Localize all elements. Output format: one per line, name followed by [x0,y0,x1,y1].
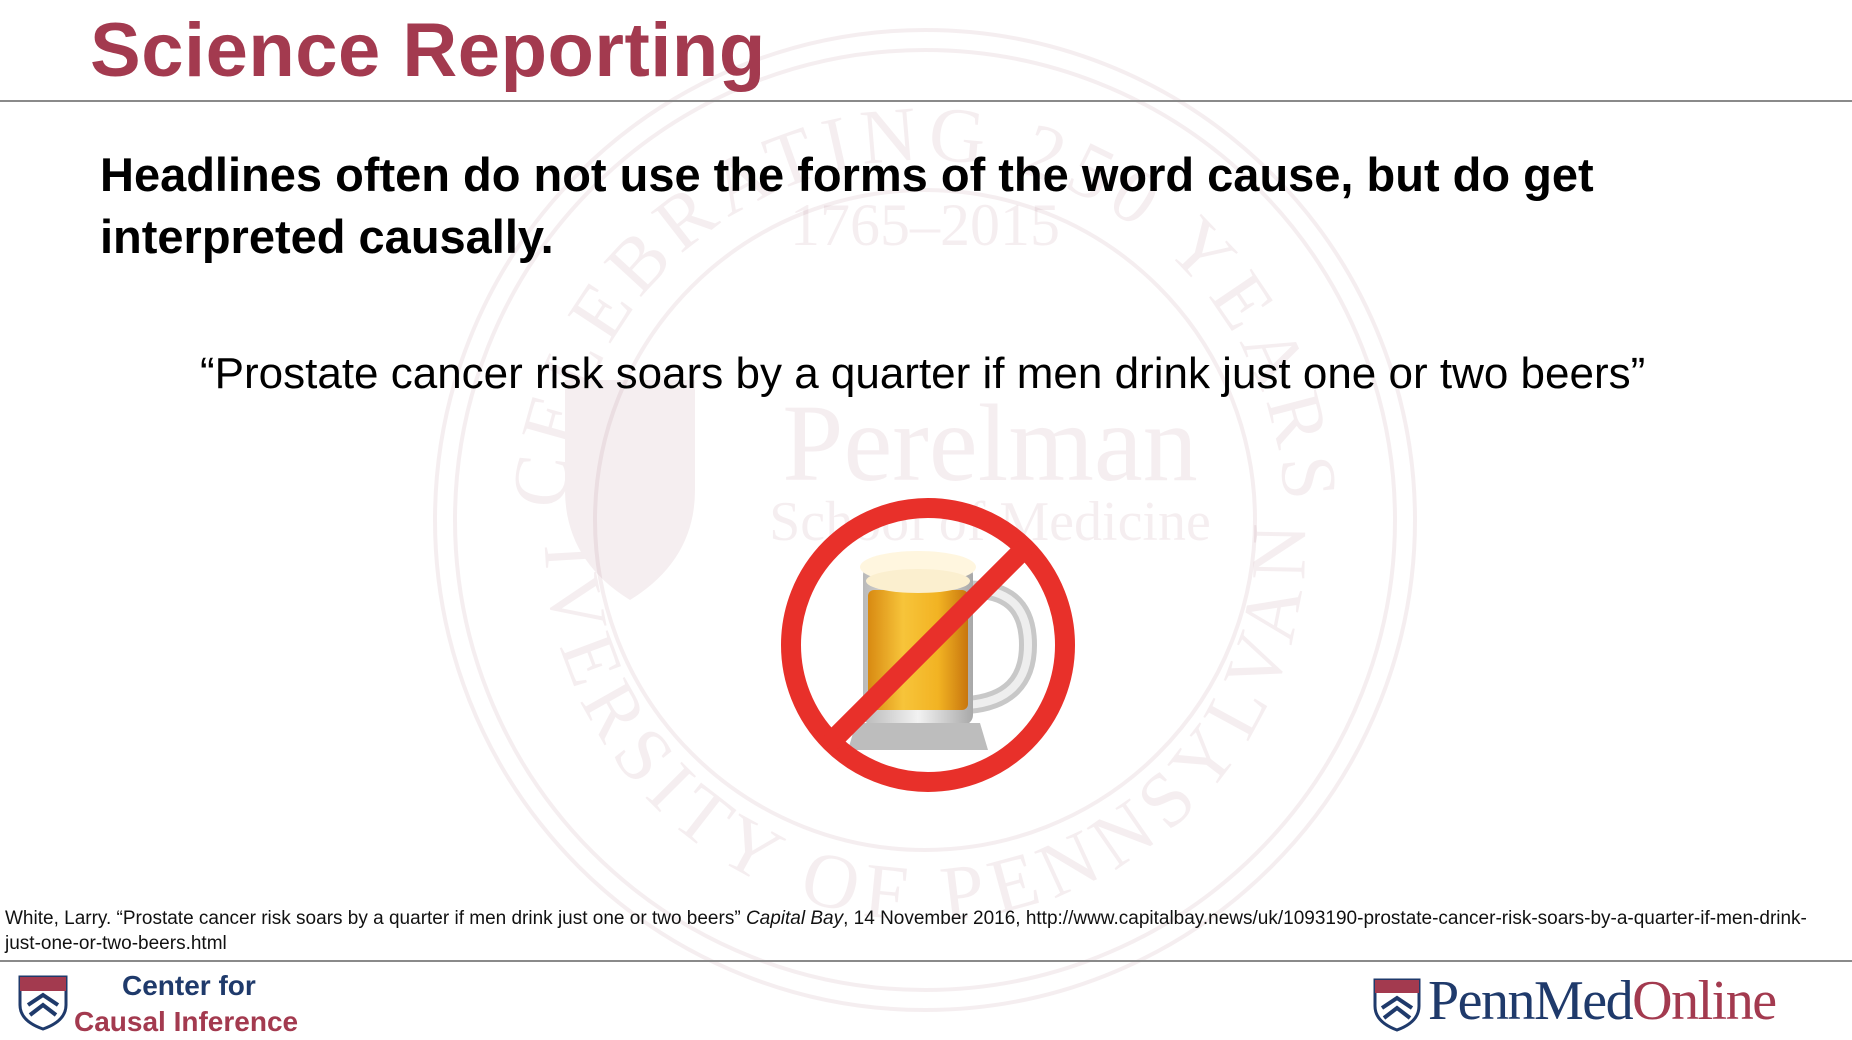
pennmedonline-logo: PennMedOnline [1428,968,1777,1034]
pennmed-shield-icon [1373,978,1421,1032]
header-divider [0,100,1852,102]
slide-title: Science Reporting [90,8,766,93]
cci-logo-text: Center for Causal Inference [74,968,298,1040]
footer-divider [0,960,1852,962]
cci-line2: Causal Inference [74,1006,299,1037]
logo-penn: Penn [1428,970,1536,1032]
citation: White, Larry. “Prostate cancer risk soar… [5,906,1835,956]
no-beer-icon [781,498,1075,792]
slide-subheading: Headlines often do not use the forms of … [100,148,1594,263]
citation-prefix: White, Larry. “Prostate cancer risk soar… [5,908,746,929]
logo-med: Med [1534,970,1634,1032]
penn-shield-icon [18,975,68,1031]
cci-line1: Center for [122,970,256,1001]
citation-suffix: , 14 November 2016, http://www.capitalba… [5,908,1807,954]
headline-quote: “Prostate cancer risk soars by a quarter… [200,349,1646,398]
citation-publication: Capital Bay [745,908,844,929]
logo-online: Online [1632,970,1777,1032]
